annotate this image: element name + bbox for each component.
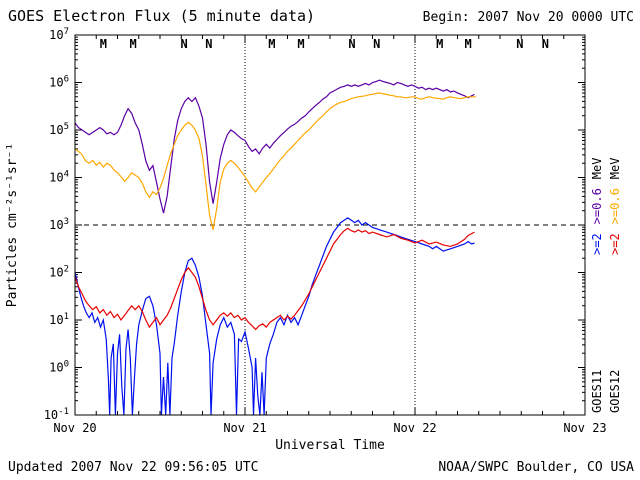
local-noon-marker: N [516, 37, 523, 51]
plot-frame [74, 34, 586, 416]
begin-timestamp: Begin: 2007 Nov 20 0000 UTC [423, 10, 634, 25]
y-tick-label: 10-1 [44, 407, 69, 422]
legend-goes12-mev: MeV [608, 158, 622, 180]
legend-goes11-mev: MeV [590, 158, 604, 180]
y-tick-label: 106 [49, 75, 69, 90]
y-tick-label: 107 [49, 27, 69, 42]
y-tick-label: 105 [49, 122, 69, 137]
legend-goes11-energies: >=2 >=0.6 MeV [590, 158, 604, 256]
local-midnight-marker: M [268, 37, 275, 51]
legend-goes12-ge06: >=0.6 [608, 188, 622, 224]
legend-goes11-name: GOES11 [590, 370, 604, 413]
local-midnight-marker: M [129, 37, 136, 51]
series-goes11_e06 [74, 79, 475, 214]
x-tick-label: Nov 21 [223, 421, 266, 435]
y-tick-label: 104 [49, 170, 69, 185]
series-goes11_e2 [74, 217, 475, 416]
y-tick-label: 100 [49, 360, 69, 375]
local-noon-marker: N [180, 37, 187, 51]
y-tick-label: 103 [49, 217, 69, 232]
legend-goes12-energies: >=2 >=0.6 MeV [608, 158, 622, 256]
chart-title: GOES Electron Flux (5 minute data) [8, 7, 315, 25]
legend-goes12-name: GOES12 [608, 370, 622, 413]
x-tick-label: Nov 20 [53, 421, 96, 435]
legend-goes11-ge06: >=0.6 [590, 188, 604, 224]
legend-goes11-ge2: >=2 [590, 233, 604, 255]
credit: NOAA/SWPC Boulder, CO USA [438, 460, 634, 475]
local-noon-marker: N [373, 37, 380, 51]
plot-area: 10-1 100 101 102 103 104 105 106 107 Nov 20 Nov 21… [44, 27, 607, 435]
x-tick-label: Nov 22 [393, 421, 436, 435]
local-midnight-marker: M [465, 37, 472, 51]
local-midnight-marker: M [436, 37, 443, 51]
updated-timestamp: Updated 2007 Nov 22 09:56:05 UTC [8, 460, 258, 475]
local-noon-marker: N [542, 37, 549, 51]
legend-goes12-ge2: >=2 [608, 233, 622, 255]
x-tick-label: Nov 23 [563, 421, 606, 435]
series-goes12_e2 [74, 227, 475, 331]
x-axis-title: Universal Time [275, 438, 385, 453]
local-noon-marker: N [348, 37, 355, 51]
local-noon-marker: N [205, 37, 212, 51]
y-tick-label: 101 [49, 312, 69, 327]
local-midnight-marker: M [297, 37, 304, 51]
y-axis-title: Particles cm⁻²s⁻¹sr⁻¹ [5, 143, 20, 307]
y-tick-label: 102 [49, 265, 69, 280]
local-midnight-marker: M [100, 37, 107, 51]
series-goes12_e06 [74, 92, 476, 230]
